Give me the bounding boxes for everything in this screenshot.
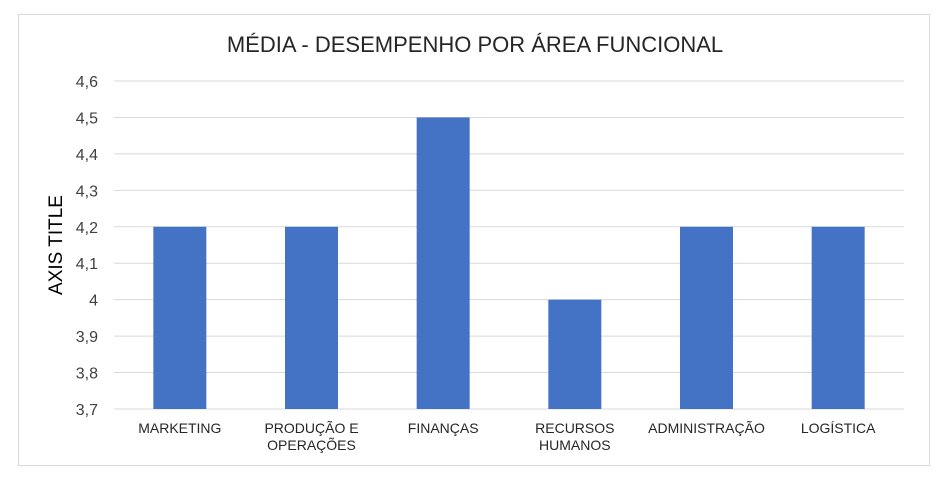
y-tick-label: 4,6: [76, 74, 98, 91]
x-category-label: ADMINISTRAÇÃO: [648, 420, 765, 436]
bar: [416, 117, 470, 409]
x-category-label: PRODUÇÃO E OPERAÇÕES: [264, 420, 358, 453]
y-tick-label: 4: [89, 293, 98, 310]
y-tick-label: 3,9: [76, 329, 98, 346]
bar: [285, 226, 338, 409]
x-category-labels: MARKETING PRODUÇÃO E OPERAÇÕES FINANÇAS RECU…: [138, 420, 876, 453]
y-tick-label: 3,8: [76, 366, 98, 383]
bar: [548, 299, 602, 409]
y-tick-label: 4,4: [76, 147, 98, 164]
y-tick-label: 4,2: [76, 220, 98, 237]
y-tick-labels: 3,7 3,8 3,9 4 4,1 4,2 4,3 4,4 4,5 4,6: [76, 74, 98, 419]
y-tick-label: 4,1: [76, 256, 98, 273]
y-tick-label: 4,3: [76, 183, 98, 200]
y-tick-label: 3,7: [76, 402, 98, 419]
x-category-label: MARKETING: [138, 420, 221, 436]
y-tick-label: 4,5: [76, 110, 98, 127]
bar: [153, 226, 207, 409]
bar: [811, 226, 865, 409]
bars: [153, 117, 865, 409]
x-category-label: RECURSOS HUMANOS: [535, 420, 614, 453]
bar: [680, 226, 733, 409]
x-category-label: FINANÇAS: [408, 420, 479, 436]
chart-title: MÉDIA - DESEMPENHO POR ÁREA FUNCIONAL: [227, 32, 723, 57]
x-category-label: LOGÍSTICA: [801, 420, 876, 436]
y-axis-title: AXIS TITLE: [46, 195, 67, 295]
grid-lines: [114, 80, 904, 410]
